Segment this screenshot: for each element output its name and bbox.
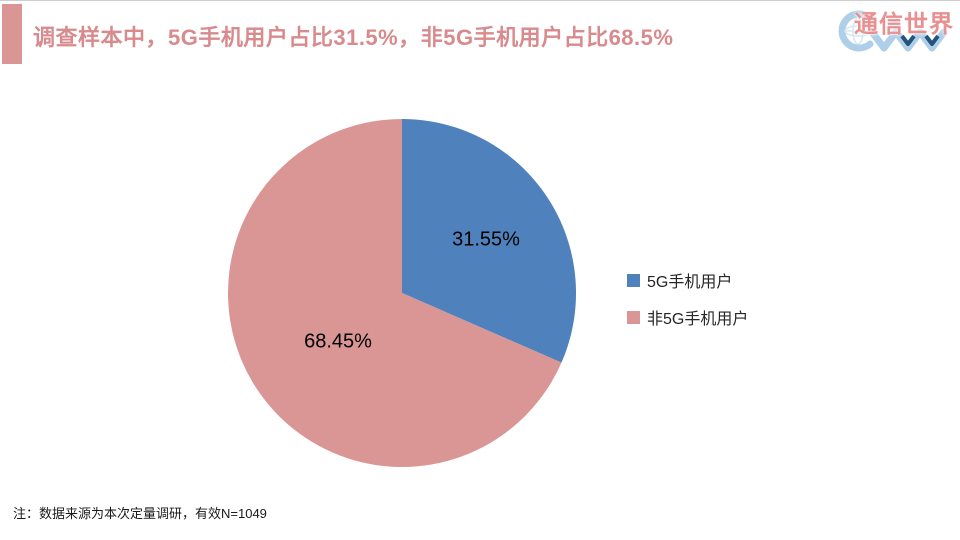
legend-label-non5g: 非5G手机用户 bbox=[647, 311, 749, 328]
pie-slice-0 bbox=[402, 119, 577, 363]
footnote: 注：数据来源为本次定量调研，有效N=1049 bbox=[13, 506, 267, 521]
cww-logo-mark-icon bbox=[838, 10, 948, 52]
pie-slice-1 bbox=[228, 119, 562, 467]
legend-label-5g: 5G手机用户 bbox=[647, 274, 733, 291]
legend-item-non5g: 非5G手机用户 bbox=[627, 305, 748, 329]
pie-chart bbox=[228, 119, 577, 467]
title-accent-block bbox=[2, 4, 22, 64]
page-title: 调查样本中，5G手机用户占比31.5%，非5G手机用户占比68.5% bbox=[33, 25, 674, 50]
legend-swatch-non5g bbox=[627, 310, 640, 324]
top-divider-line bbox=[0, 0, 960, 1]
legend: 5G手机用户 非5G手机用户 bbox=[627, 268, 748, 329]
cww-logo-text: 通信世界 bbox=[854, 11, 954, 38]
legend-swatch-5g bbox=[627, 273, 640, 287]
cww-logo: 通信世界 bbox=[836, 2, 958, 56]
legend-item-5g: 5G手机用户 bbox=[627, 268, 748, 292]
pie-data-label-5g: 31.55% bbox=[452, 228, 520, 251]
pie-data-label-non5g: 68.45% bbox=[304, 330, 372, 353]
